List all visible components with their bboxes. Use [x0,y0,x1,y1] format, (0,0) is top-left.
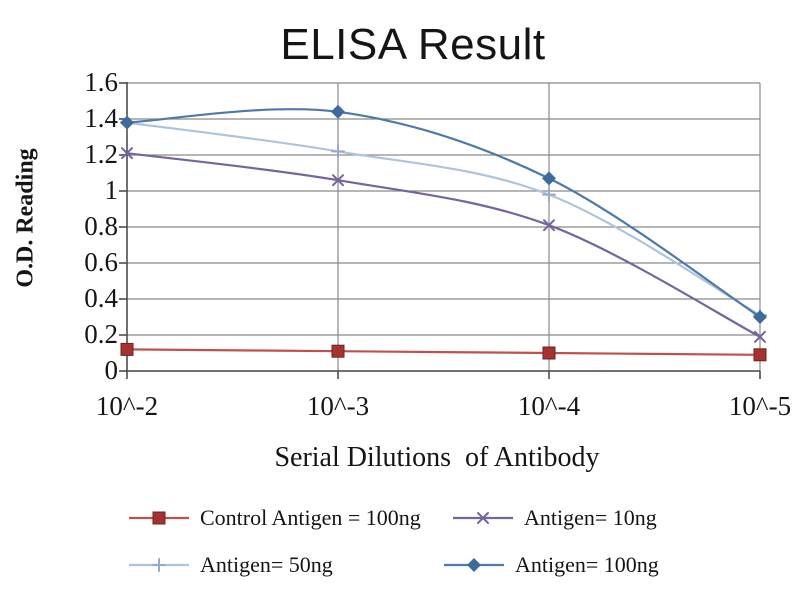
chart-title: ELISA Result [280,20,546,69]
legend-item-antigen-100ng: Antigen= 100ng [443,552,659,578]
y-tick-label: 0.2 [84,318,118,349]
y-tick-label: 1.6 [84,66,118,97]
legend-label: Antigen= 10ng [524,505,657,530]
y-tick-label: 1 [104,174,119,205]
x-tick-label: 10^-2 [95,391,159,421]
x-marker-icon [452,509,514,527]
legend-item-control-antigen: Control Antigen = 100ng [128,505,421,531]
legend-item-antigen-10ng: Antigen= 10ng [452,505,657,531]
x-tick-label: 10^-4 [517,391,581,421]
y-tick-label: 1.2 [84,138,118,169]
x-tick-label: 10^-5 [728,391,792,421]
legend-label: Control Antigen = 100ng [200,505,421,530]
legend-item-antigen-50ng: Antigen= 50ng [128,552,333,578]
x-tick-label: 10^-3 [306,391,370,421]
diamond-marker-icon [443,556,505,574]
x-axis-title: Serial Dilutions of Antibody [274,442,600,473]
plus-marker-icon [128,556,190,574]
y-tick-label: 0.4 [84,282,118,313]
y-axis-title: O.D. Reading [12,148,39,288]
legend-label: Antigen= 100ng [515,552,659,577]
y-tick-label: 0 [104,354,119,385]
y-tick-label: 1.4 [84,102,118,133]
y-tick-label: 0.8 [84,210,118,241]
square-marker-icon [128,509,190,527]
y-tick-label: 0.6 [84,246,118,277]
legend-label: Antigen= 50ng [200,552,333,577]
